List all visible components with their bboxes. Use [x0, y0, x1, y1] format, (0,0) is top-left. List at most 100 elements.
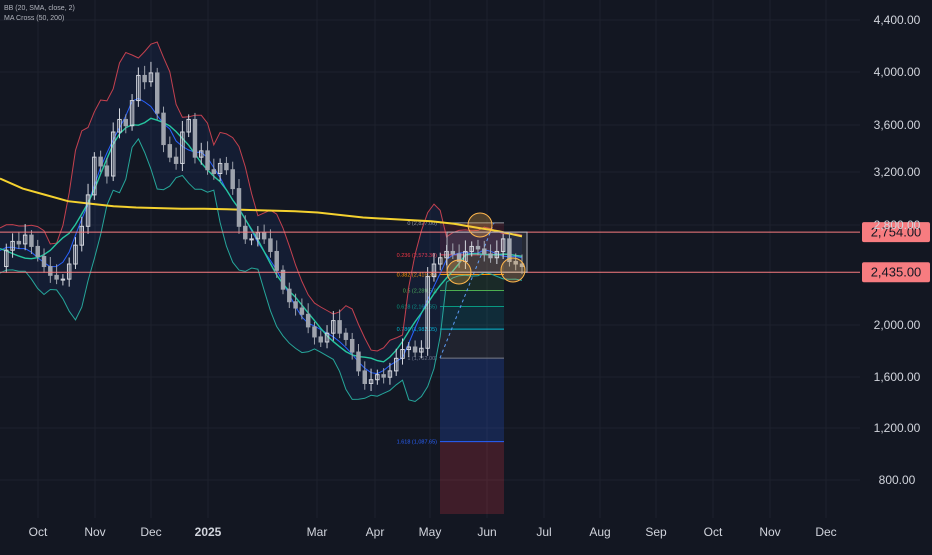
candle [287, 282, 292, 309]
axes: 4,400.00 4,000.00 3,600.00 3,200.00 2,800.00… [29, 13, 921, 539]
bb-indicator-label[interactable]: BB (20, SMA, close, 2) [4, 5, 75, 12]
candle-body [324, 332, 330, 343]
candle [419, 340, 424, 359]
candle [268, 229, 273, 258]
fib-level-label[interactable]: 0.786 (1,982.05) [397, 327, 438, 333]
candle-body [249, 238, 254, 241]
candle [425, 267, 430, 356]
candle-body [268, 238, 273, 252]
fib-level-label[interactable]: 0.618 (2,162.65) [397, 304, 438, 310]
candle-body [305, 313, 311, 328]
candle [117, 108, 122, 139]
candle-body [199, 150, 204, 158]
candle [305, 303, 311, 334]
candle [343, 328, 349, 346]
fib-level-label[interactable]: 0.236 (2,573.30) [397, 253, 438, 259]
fibonacci-retracement[interactable]: 0 (2,827.00) 0.236 (2,573.30) 0.382 (2,416… [397, 221, 504, 514]
candle [331, 311, 336, 341]
candle-body [224, 162, 229, 171]
annotations[interactable] [446, 212, 528, 285]
candle-body [494, 250, 500, 259]
candle [255, 226, 261, 247]
candle-body [173, 156, 179, 164]
price-level-label: 2,754.00 [871, 225, 922, 240]
fib-level-label[interactable]: 0 (2,827.00) [407, 221, 437, 227]
candle-body [85, 194, 91, 227]
fib-zone-6 [440, 358, 504, 442]
candle-body [98, 156, 103, 167]
y-tick-label: 1,200.00 [874, 421, 921, 435]
candle [236, 179, 242, 234]
x-tick-label: Jul [536, 525, 551, 539]
candle-body [230, 169, 235, 190]
candle [438, 252, 443, 271]
candle [381, 368, 386, 384]
candle [431, 252, 437, 282]
fib-zone-1 [440, 254, 504, 275]
candle [393, 348, 399, 376]
candle-body [4, 249, 9, 268]
candle [48, 256, 53, 283]
candle-body [381, 374, 386, 378]
candle-body [343, 332, 349, 340]
fib-level-label[interactable]: 0.5 (2,289.50) [403, 288, 437, 294]
x-tick-label: Apr [366, 525, 385, 539]
candle [475, 239, 481, 256]
fib-level-label[interactable]: 1 (1,752.00) [407, 356, 437, 362]
x-tick-label: Sep [645, 525, 667, 539]
candle-body [186, 118, 191, 133]
x-tick-label: 2025 [195, 525, 222, 539]
candle [456, 244, 462, 268]
candle-body [161, 112, 166, 146]
candle [161, 106, 166, 153]
candle-body [66, 263, 72, 280]
candle [243, 215, 248, 244]
candle [173, 147, 179, 170]
candle [324, 325, 330, 349]
candle-body [22, 234, 28, 245]
candle [249, 233, 254, 246]
candle [500, 233, 506, 259]
x-tick-label: Dec [140, 525, 161, 539]
candle-body [431, 263, 437, 278]
fib-level-label[interactable]: 1.618 (1,087.65) [397, 440, 438, 446]
candle-body [192, 118, 198, 158]
candle [293, 293, 298, 316]
candle [217, 158, 223, 182]
candle-body [274, 250, 279, 271]
candle [337, 309, 342, 339]
candle-body [29, 234, 34, 247]
fib-level-label[interactable]: 0.382 (2,416.35) [397, 273, 438, 279]
candle-body [513, 261, 518, 265]
candle-body [243, 225, 248, 240]
candle-body [469, 245, 474, 252]
candle-body [35, 245, 40, 257]
x-tick-label: Jun [477, 525, 496, 539]
candle-body [205, 150, 210, 171]
candle-body [117, 118, 122, 133]
price-level-label-bg-0 [862, 222, 930, 243]
candle [104, 157, 110, 184]
ma200-line [0, 177, 523, 238]
fib-extension-zone [440, 441, 504, 514]
candle [186, 114, 191, 138]
candle [123, 114, 129, 134]
candle-body [48, 266, 53, 276]
candle [22, 224, 28, 251]
ellipse-marker-2 [500, 257, 526, 283]
y-tick-label: 2,000.00 [874, 318, 921, 332]
candle-body [362, 370, 368, 384]
candle [154, 67, 160, 120]
candle-body [236, 188, 242, 227]
candlesticks [4, 61, 525, 392]
candle-body [356, 351, 361, 372]
ma-cross-indicator-label[interactable]: MA Cross (50, 200) [4, 15, 65, 22]
moving-averages [0, 117, 523, 363]
candle-body [368, 379, 374, 384]
x-tick-label: Aug [589, 525, 610, 539]
candle-body [312, 326, 317, 338]
x-tick-label: Dec [815, 525, 836, 539]
horizontal-lines[interactable]: 2,754.00 2,435.00 [0, 222, 930, 283]
